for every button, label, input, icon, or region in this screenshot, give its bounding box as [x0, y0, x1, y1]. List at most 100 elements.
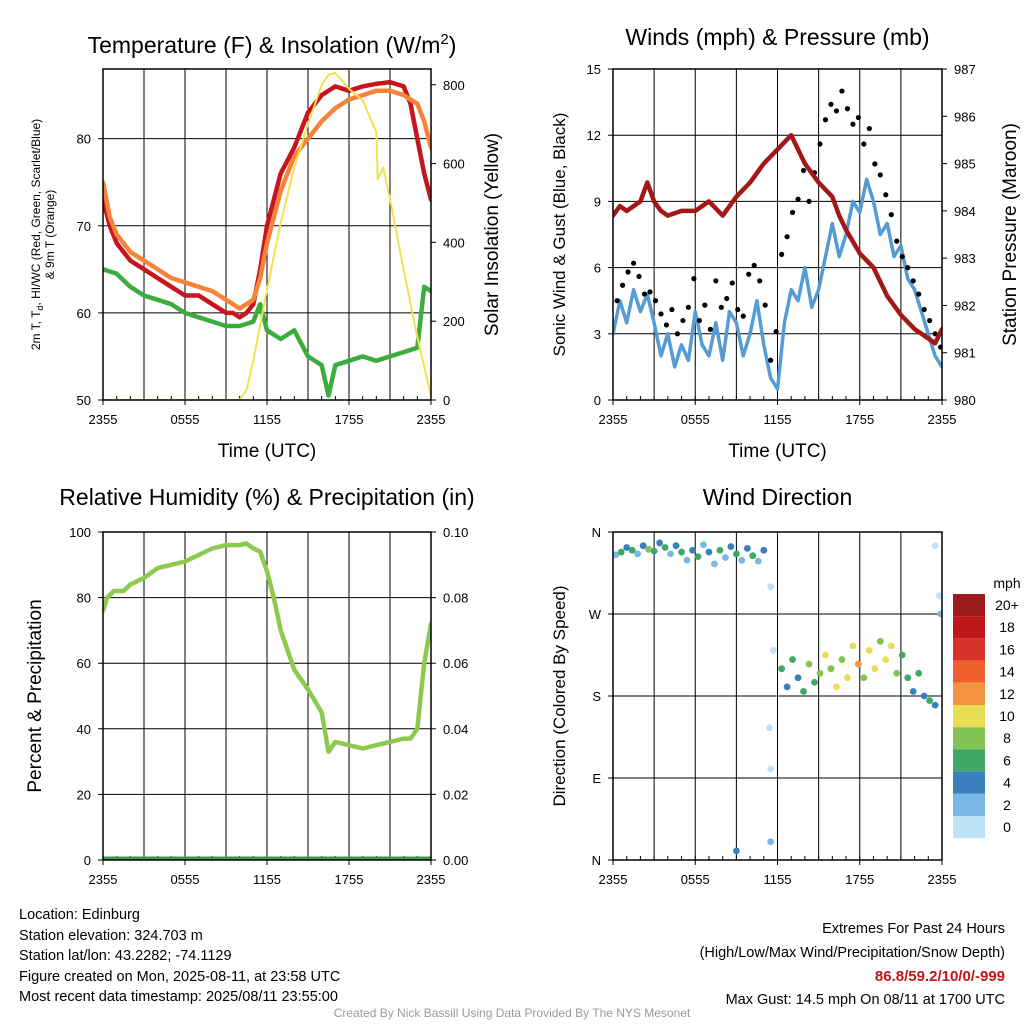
wind-direction-point [628, 546, 636, 554]
legend-swatch [953, 749, 985, 772]
series-gust-point [630, 260, 637, 266]
y2-tick-label: 986 [954, 109, 976, 124]
wind-direction-point [935, 592, 942, 600]
wind-direction-point [623, 544, 631, 551]
legend-swatch [953, 771, 985, 794]
series-gust-point [795, 196, 801, 202]
wind-direction-point [650, 547, 658, 555]
y2-tick-label: 987 [954, 62, 976, 77]
wind-direction-point [683, 556, 691, 564]
chart-rh: 2355 0555 1155 1755 2355 0 20 40 60 80 100 0.00 0.02… [25, 484, 475, 887]
series-gust-point [663, 322, 670, 328]
series-gust-point [927, 317, 933, 324]
series-gust-point [729, 280, 735, 286]
elevation-text: Station elevation: 324.703 m [19, 927, 203, 944]
series-gust-point [817, 141, 823, 147]
series-gust-point [779, 251, 785, 257]
plot-frame [102, 68, 432, 401]
series-solar-insolation-line [103, 71, 431, 400]
extremes-info: Extremes For Past 24 Hours (High/Low/Max… [700, 918, 1005, 1012]
legend-swatch [953, 793, 985, 816]
series-gust-point [784, 234, 790, 240]
series-gust-point [658, 311, 664, 317]
y-tick-label: S [592, 689, 601, 704]
y2-tick-label: 0.02 [443, 787, 468, 802]
series-gust-point [762, 302, 768, 308]
series-gust-point [938, 344, 942, 350]
chart-title-sup: 2 [440, 31, 448, 48]
series-gust-point [855, 114, 861, 121]
wind-direction-point [816, 669, 824, 677]
wind-direction-point [931, 701, 939, 709]
wind-direction-point [794, 674, 802, 682]
x-tick-label: 2355 [928, 872, 957, 887]
wind-direction-point [765, 724, 773, 732]
plot-frame [612, 68, 943, 401]
y2-axis-label: Solar Insolation (Yellow) [482, 133, 503, 336]
series-gust-point [773, 328, 779, 335]
series-gust-point [636, 273, 642, 280]
series-gust-point [844, 106, 851, 112]
recent-text: Most recent data timestamp: 2025/08/11 2… [19, 989, 338, 1005]
y-axis-label-line2: & 9m T (Orange) [43, 190, 57, 280]
y-tick-label: 80 [77, 591, 91, 606]
series-gust-point [916, 291, 922, 297]
wind-direction-point [827, 665, 835, 673]
chart-title: Winds (mph) & Pressure (mb) [625, 24, 929, 50]
wind-direction-point [778, 665, 786, 673]
x-tick-label: 2355 [417, 412, 446, 427]
chart-title-end: ) [449, 32, 457, 58]
series-gust-point [641, 291, 648, 297]
legend-swatch [953, 660, 985, 683]
y-tick-label: 3 [594, 327, 601, 342]
y-tick-label: 100 [69, 525, 91, 540]
y2-tick-label: 600 [443, 157, 465, 172]
wind-direction-point [760, 546, 768, 554]
y2-tick-label: 0.00 [443, 853, 468, 868]
wind-direction-point [645, 545, 653, 553]
legend-label: 4 [1003, 775, 1011, 791]
plot-area [613, 539, 942, 855]
wind-direction-point [811, 678, 818, 686]
x-tick-label: 1755 [335, 412, 364, 427]
legend-label: 0 [1003, 819, 1011, 835]
y-tick-label: N [592, 525, 601, 540]
series-gust-point [724, 295, 730, 302]
extremes-title: Extremes For Past 24 Hours [822, 921, 1005, 937]
legend-label: 14 [999, 664, 1015, 680]
x-tick-label: 2355 [599, 872, 628, 887]
wind-direction-point [833, 683, 840, 691]
y-axis-label-part: , HI/WC (Red, Green, Scarlet/Blue) [29, 119, 43, 306]
legend-swatch [953, 727, 985, 750]
series-gust-point [833, 108, 840, 114]
series-gust-point [866, 125, 872, 132]
series-gust-point [614, 298, 620, 304]
latlon-text: Station lat/lon: 43.2282; -74.1129 [19, 948, 232, 964]
x-tick-label: 2355 [89, 872, 118, 887]
wind-direction-point [722, 554, 729, 561]
series-gust-point [718, 304, 724, 310]
legend-swatch [953, 638, 985, 661]
series-gust-point [680, 317, 686, 324]
wind-direction-point [767, 765, 775, 773]
wind-direction-point [767, 583, 775, 591]
series-gust-point [921, 306, 927, 313]
y-tick-label: 6 [594, 261, 601, 276]
max-gust-text: Max Gust: 14.5 mph On 08/11 at 1700 UTC [725, 991, 1005, 1008]
wind-direction-point [754, 557, 762, 565]
wind-direction-point [700, 541, 707, 549]
legend-title: mph [993, 575, 1020, 591]
legend-label: 2 [1003, 797, 1011, 813]
wind-direction-point [767, 838, 775, 846]
legend-swatch [953, 616, 985, 639]
legend-swatch [953, 705, 985, 728]
wind-direction-point [705, 548, 713, 556]
wind-direction-point [937, 610, 942, 618]
y-tick-label: 20 [77, 787, 91, 802]
x-tick-label: 0555 [681, 412, 710, 427]
y-tick-label: 9 [594, 194, 601, 209]
y2-tick-label: 982 [954, 298, 976, 313]
wind-direction-point [909, 688, 917, 695]
wind-direction-point [727, 543, 735, 550]
y2-axis-label: Station Pressure (Maroon) [1000, 123, 1021, 346]
